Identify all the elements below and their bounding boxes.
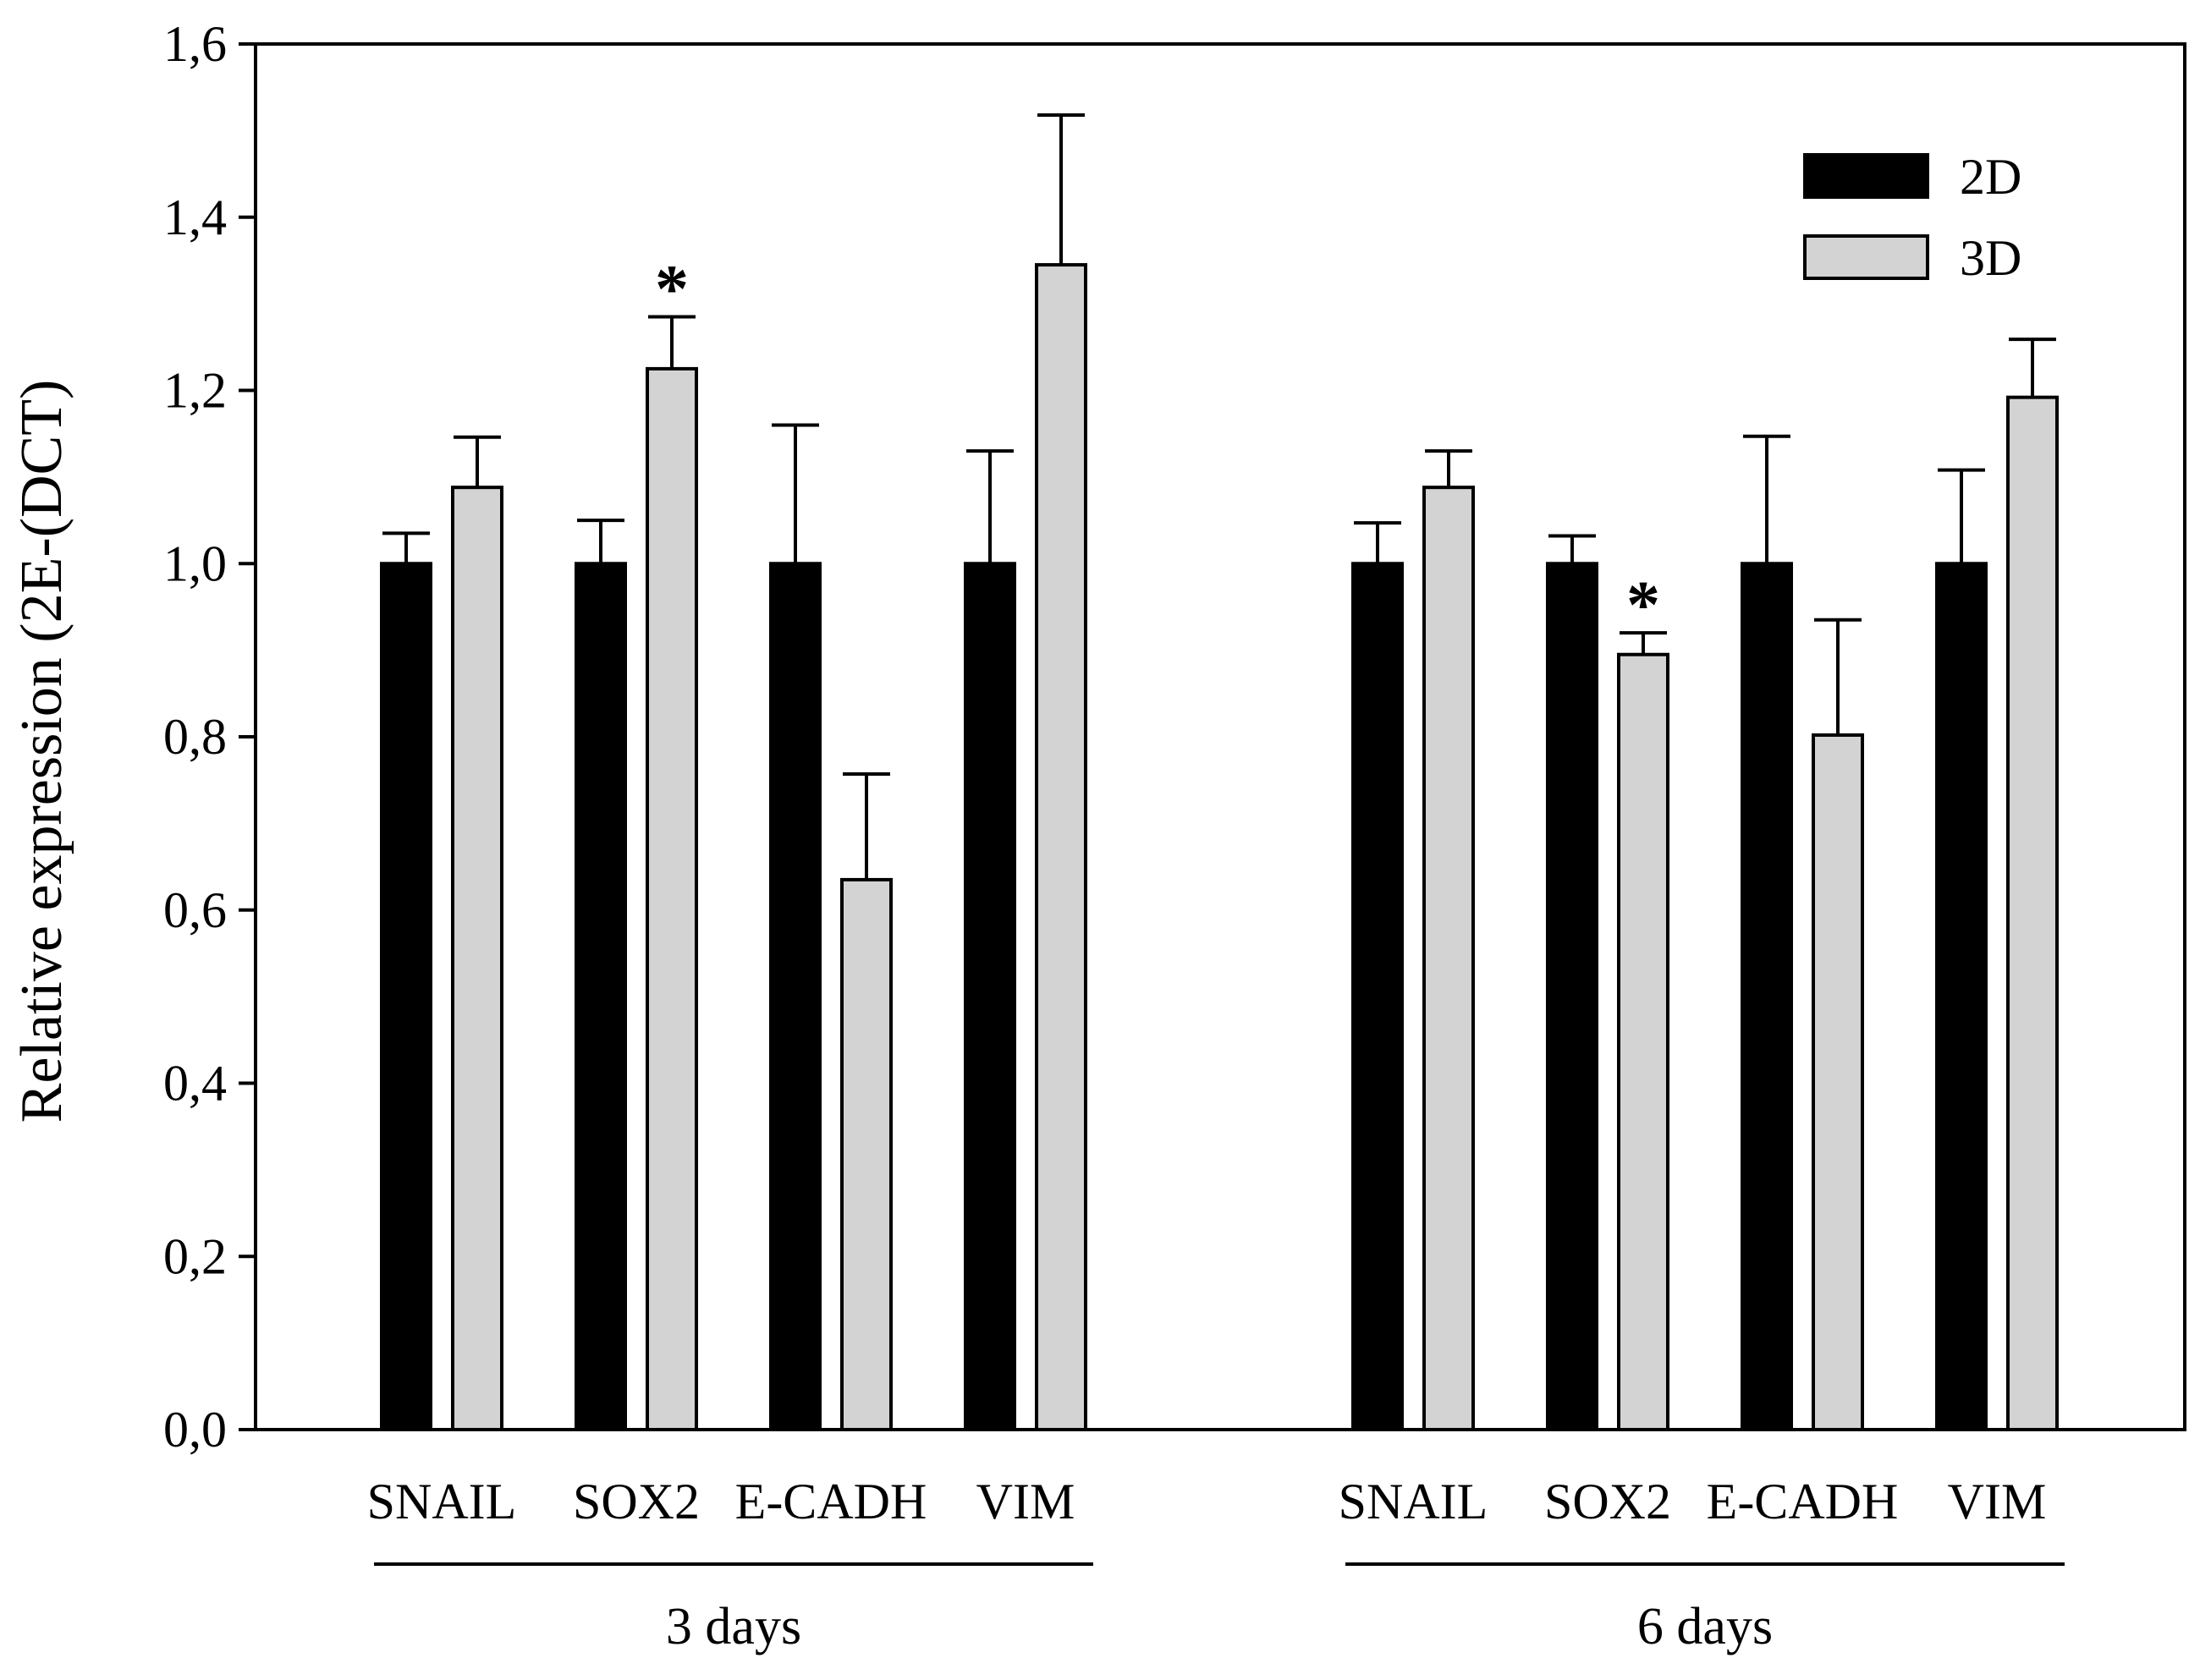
bar-3D-vim-6d (2006, 395, 2059, 1432)
category-label: VIM (976, 1474, 1075, 1529)
y-tick-label: 0,6 (163, 882, 227, 938)
significance-marker: * (1626, 568, 1660, 643)
y-tick-label: 1,6 (163, 16, 227, 72)
category-label: SOX2 (573, 1474, 700, 1529)
bar-3D-sox2-6d (1617, 652, 1669, 1431)
bar-3D-snail-6d (1422, 486, 1475, 1431)
y-tick-label: 0,0 (163, 1402, 227, 1458)
y-tick-label: 0,4 (163, 1056, 227, 1112)
legend-swatch-2D (1803, 153, 1929, 199)
bar-3D-vim-3d (1035, 263, 1087, 1431)
bar-3D-e-cadh-3d (840, 877, 893, 1431)
y-tick-label: 1,0 (163, 535, 227, 591)
category-label: SNAIL (1339, 1474, 1488, 1529)
category-label: E-CADH (735, 1474, 927, 1529)
y-tick-label: 0,8 (163, 709, 227, 765)
bar-3D-sox2-3d (646, 366, 698, 1431)
group-label: 6 days (1637, 1598, 1773, 1655)
bar-2D-vim-3d (964, 562, 1016, 1431)
legend-label-2D: 2D (1960, 149, 2021, 205)
category-label: VIM (1948, 1474, 2047, 1529)
y-tick-label: 1,4 (163, 189, 227, 245)
group-label: 3 days (666, 1598, 801, 1655)
y-tick-label: 1,2 (163, 363, 227, 419)
bar-2D-sox2-6d (1546, 562, 1598, 1431)
bar-2D-vim-6d (1935, 562, 1988, 1431)
bar-3D-snail-3d (451, 486, 503, 1431)
y-tick-label: 0,2 (163, 1228, 227, 1284)
y-axis-label: Relative expression (2E-(DCT) (9, 380, 74, 1123)
significance-marker: * (655, 252, 689, 327)
bar-2D-sox2-3d (575, 562, 627, 1431)
bar-2D-e-cadh-6d (1741, 562, 1793, 1431)
legend-swatch-3D (1803, 234, 1929, 280)
category-label: SNAIL (367, 1474, 517, 1529)
bar-2D-snail-3d (380, 562, 432, 1431)
category-label: E-CADH (1707, 1474, 1899, 1529)
bar-2D-snail-6d (1351, 562, 1404, 1431)
category-label: SOX2 (1544, 1474, 1671, 1529)
bar-3D-e-cadh-6d (1812, 733, 1864, 1431)
bar-2D-e-cadh-3d (769, 562, 822, 1431)
legend-label-3D: 3D (1960, 230, 2021, 286)
